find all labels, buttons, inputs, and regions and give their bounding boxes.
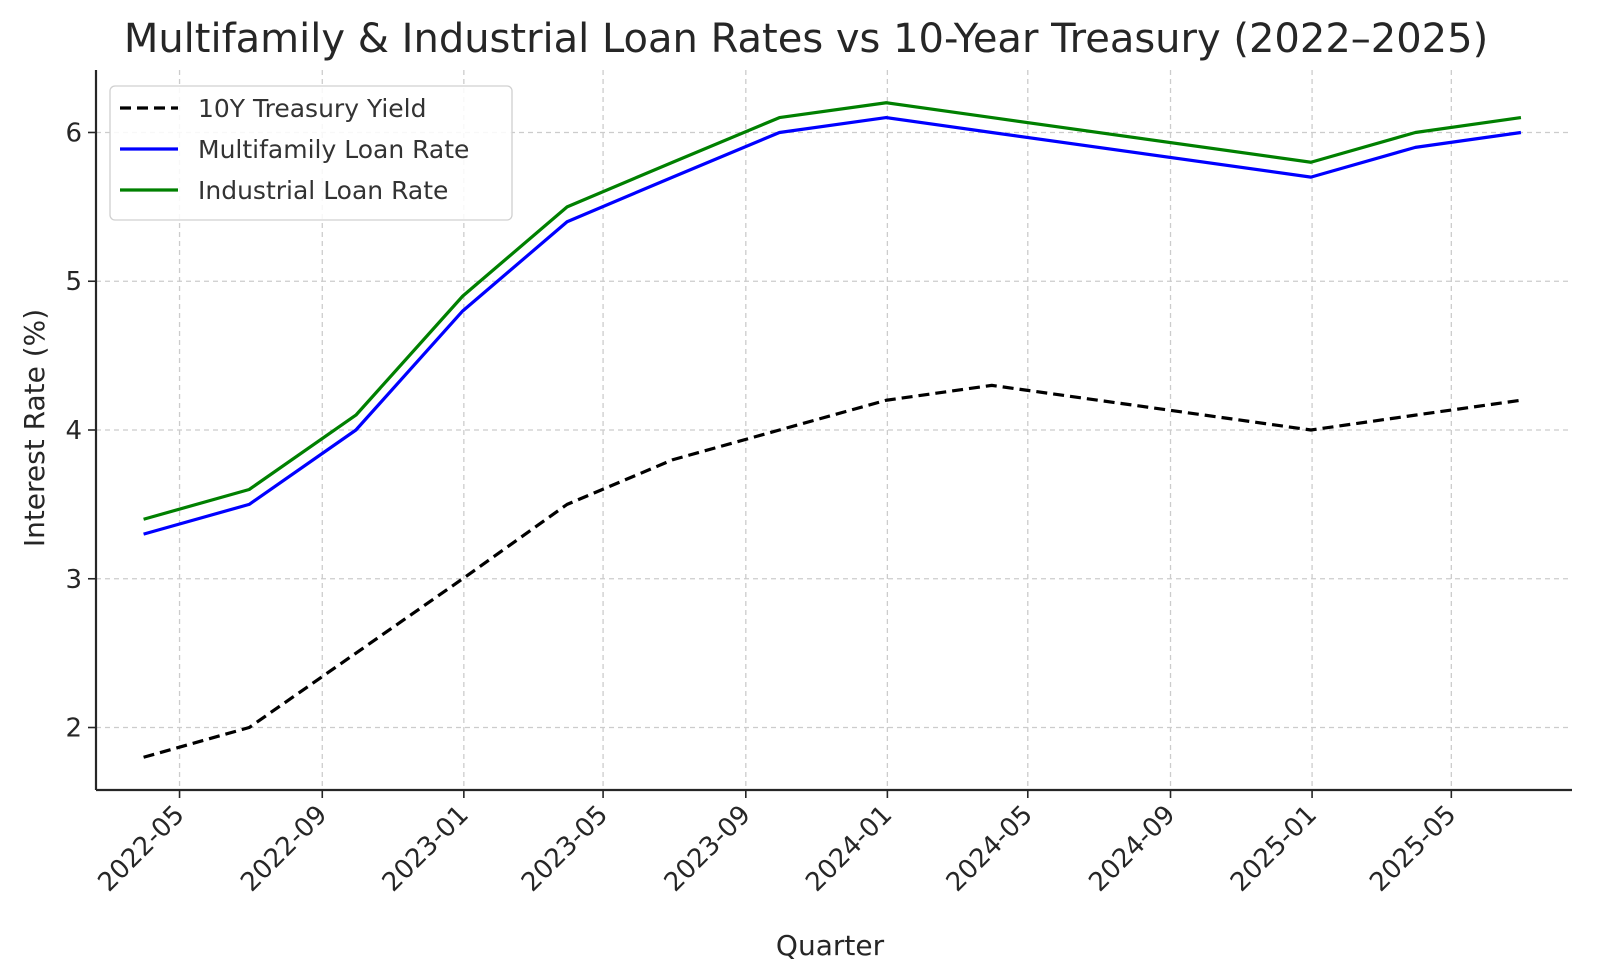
x-tick-label: 2023-05 (516, 800, 614, 898)
x-tick-label: 2025-05 (1364, 800, 1462, 898)
y-tick-label: 2 (65, 714, 82, 744)
y-tick-label: 5 (65, 267, 82, 297)
x-tick-label: 2023-09 (659, 800, 757, 898)
x-tick-label: 2024-09 (1083, 800, 1181, 898)
x-tick-label: 2025-01 (1225, 800, 1323, 898)
x-tick-label: 2024-05 (941, 800, 1039, 898)
y-tick-label: 4 (65, 416, 82, 446)
legend: 10Y Treasury Yield Multifamily Loan Rate I… (109, 85, 513, 221)
legend-label-0: 10Y Treasury Yield (198, 94, 426, 123)
series-line-0 (143, 383, 1522, 759)
x-tick-label: 2023-01 (377, 800, 475, 898)
series-line-1 (143, 116, 1522, 536)
y-tick-label: 6 (65, 118, 82, 148)
y-axis-label: Interest Rate (%) (18, 309, 51, 547)
y-tick-label: 3 (65, 565, 82, 595)
legend-label-1: Multifamily Loan Rate (198, 135, 469, 164)
x-tick-label: 2024-01 (800, 800, 898, 898)
legend-box (109, 85, 513, 221)
series-line-2 (143, 101, 1522, 521)
x-axis-label: Quarter (776, 929, 885, 962)
chart-title: Multifamily & Industrial Loan Rates vs 1… (124, 16, 1488, 62)
ticks-layer: 2 3 4 5 6 2022-05 2022-09 2023-01 2023-05 2023-09… (65, 118, 1462, 897)
x-tick-label: 2022-09 (235, 800, 333, 898)
series-layer (143, 101, 1522, 759)
legend-label-2: Industrial Loan Rate (198, 176, 448, 205)
x-tick-label: 2022-05 (92, 800, 190, 898)
